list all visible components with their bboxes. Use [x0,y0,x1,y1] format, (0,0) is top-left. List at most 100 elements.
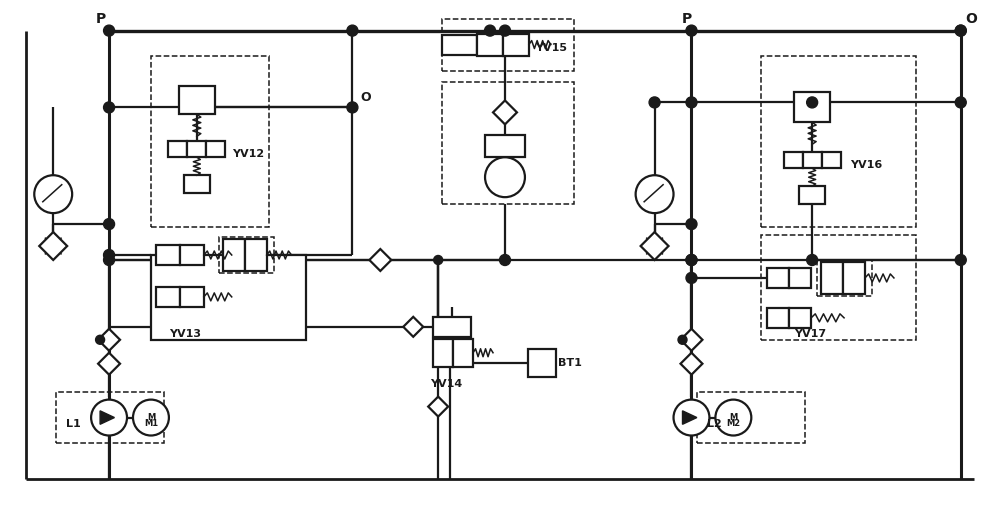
Bar [223,239,245,271]
Bar [206,141,225,157]
Bar [180,245,204,265]
Text: M: M [147,413,155,422]
Polygon shape [683,411,697,424]
Bar [56,392,164,443]
Bar [453,339,473,367]
Bar [794,93,830,122]
Text: P: P [96,12,106,26]
Bar [187,141,206,157]
Circle shape [104,219,115,229]
Circle shape [485,25,496,36]
Circle shape [678,335,687,344]
Circle shape [686,254,697,266]
Polygon shape [369,249,391,271]
Polygon shape [428,397,448,417]
Circle shape [686,97,697,108]
Bar [179,87,215,114]
Bar [761,55,916,227]
Circle shape [686,272,697,284]
Circle shape [955,254,966,266]
Bar [433,317,471,337]
Circle shape [434,255,443,265]
Bar [822,152,841,168]
Bar [184,175,210,193]
Circle shape [636,175,674,213]
Bar [168,141,187,157]
Bar [503,34,529,55]
Circle shape [674,399,709,436]
Circle shape [485,157,525,197]
Text: O: O [360,91,371,104]
Bar [485,135,525,157]
Bar [789,308,811,328]
Text: YV14: YV14 [430,379,462,389]
Bar [803,152,822,168]
Text: M: M [729,413,737,422]
Bar [477,34,503,55]
Bar [156,287,180,307]
Bar [151,255,306,340]
Circle shape [715,399,751,436]
Polygon shape [641,232,669,260]
Polygon shape [681,329,702,351]
Circle shape [91,399,127,436]
Circle shape [686,25,697,36]
Bar [843,262,865,294]
Circle shape [104,254,115,266]
Circle shape [347,25,358,36]
Bar [151,55,269,227]
Text: YV16: YV16 [850,160,882,170]
Circle shape [104,102,115,113]
Circle shape [955,97,966,108]
Circle shape [686,219,697,229]
Text: L2: L2 [707,418,722,429]
Polygon shape [39,232,67,260]
Circle shape [96,335,105,344]
Circle shape [955,25,966,36]
Bar [784,152,803,168]
Bar [817,260,872,296]
Circle shape [807,254,818,266]
Polygon shape [403,317,423,337]
Circle shape [686,254,697,266]
Bar [442,82,574,204]
Bar [767,308,789,328]
Bar [180,287,204,307]
Text: M2: M2 [726,419,741,428]
Text: YV12: YV12 [232,150,264,159]
Text: YV17: YV17 [794,329,826,339]
Bar [442,18,574,71]
Text: M1: M1 [144,419,158,428]
Circle shape [34,175,72,213]
Polygon shape [493,100,517,124]
Bar [761,235,916,340]
Polygon shape [681,353,702,375]
Bar [789,268,811,288]
Bar [433,339,453,367]
Circle shape [133,399,169,436]
Text: YV13: YV13 [169,329,201,339]
Circle shape [807,97,818,108]
Bar [245,239,267,271]
Bar [767,268,789,288]
Polygon shape [98,329,120,351]
Circle shape [955,25,966,36]
Bar [697,392,805,443]
Circle shape [649,97,660,108]
Text: P: P [681,12,692,26]
Bar [821,262,843,294]
Bar [219,237,274,273]
Bar [442,35,477,55]
Text: L1: L1 [66,418,81,429]
Circle shape [347,102,358,113]
Polygon shape [98,353,120,375]
Circle shape [104,249,115,261]
Text: BT1: BT1 [558,358,582,368]
Circle shape [500,254,510,266]
Text: YV15: YV15 [535,42,567,53]
Text: O: O [966,12,978,26]
Circle shape [500,25,510,36]
Bar [528,349,556,377]
Bar [156,245,180,265]
Bar [799,186,825,204]
